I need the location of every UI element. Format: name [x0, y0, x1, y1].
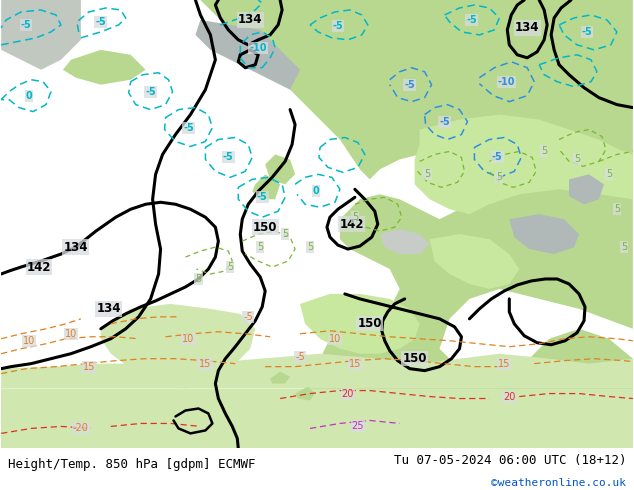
- Text: 15: 15: [199, 359, 212, 368]
- Polygon shape: [195, 20, 300, 90]
- Text: 5: 5: [257, 242, 263, 252]
- Text: 5: 5: [307, 242, 313, 252]
- Text: 134: 134: [96, 302, 121, 316]
- Text: 5: 5: [352, 212, 358, 222]
- Text: -5: -5: [492, 152, 503, 162]
- Text: -5: -5: [439, 117, 450, 126]
- Polygon shape: [252, 174, 280, 199]
- Text: 5: 5: [496, 172, 503, 182]
- Polygon shape: [270, 371, 290, 384]
- Text: 25: 25: [352, 421, 364, 431]
- Text: -5: -5: [404, 80, 415, 90]
- Text: -10: -10: [498, 77, 515, 87]
- Text: 0: 0: [313, 186, 320, 196]
- Text: 5: 5: [227, 262, 233, 272]
- Text: 134: 134: [238, 13, 262, 26]
- Polygon shape: [430, 234, 519, 289]
- Polygon shape: [509, 214, 579, 254]
- Text: -5: -5: [145, 87, 156, 97]
- Text: 150: 150: [358, 318, 382, 330]
- Text: 15: 15: [349, 359, 361, 368]
- Text: 142: 142: [340, 218, 364, 231]
- Text: ©weatheronline.co.uk: ©weatheronline.co.uk: [491, 477, 626, 488]
- Polygon shape: [101, 304, 256, 389]
- Text: 5: 5: [541, 147, 547, 156]
- Text: 10: 10: [23, 336, 35, 346]
- Polygon shape: [63, 50, 146, 85]
- Text: 5: 5: [195, 274, 202, 284]
- Text: Tu 07-05-2024 06:00 UTC (18+12): Tu 07-05-2024 06:00 UTC (18+12): [394, 454, 626, 466]
- Text: 15: 15: [82, 362, 95, 371]
- Polygon shape: [200, 0, 633, 439]
- Text: 150: 150: [253, 220, 278, 234]
- Polygon shape: [1, 389, 633, 448]
- Text: -5: -5: [333, 21, 343, 31]
- Text: 5: 5: [621, 242, 627, 252]
- Text: 134: 134: [63, 241, 88, 254]
- Polygon shape: [380, 229, 430, 254]
- Text: -5: -5: [96, 17, 106, 27]
- Text: -20: -20: [73, 423, 89, 434]
- Text: 0: 0: [26, 91, 32, 100]
- Text: 10: 10: [65, 329, 77, 339]
- Polygon shape: [295, 387, 315, 400]
- Text: 5: 5: [282, 229, 288, 239]
- Text: Height/Temp. 850 hPa [gdpm] ECMWF: Height/Temp. 850 hPa [gdpm] ECMWF: [8, 458, 255, 471]
- Text: 10: 10: [329, 334, 341, 344]
- Text: -5: -5: [466, 15, 477, 25]
- Text: -10: -10: [249, 43, 267, 53]
- Text: -5: -5: [223, 152, 234, 162]
- Text: 5: 5: [606, 170, 612, 179]
- Text: 10: 10: [183, 334, 195, 344]
- Polygon shape: [265, 154, 295, 184]
- Text: -5: -5: [257, 192, 268, 202]
- Text: 134: 134: [515, 22, 540, 34]
- Text: 5: 5: [614, 204, 620, 214]
- Text: -5: -5: [21, 20, 32, 30]
- Polygon shape: [415, 115, 633, 214]
- Text: -5: -5: [295, 352, 305, 362]
- Text: -5: -5: [183, 122, 194, 132]
- Polygon shape: [569, 174, 604, 204]
- Polygon shape: [300, 294, 420, 354]
- Text: 150: 150: [403, 352, 427, 365]
- Text: 20: 20: [342, 389, 354, 398]
- Text: 5: 5: [574, 154, 580, 165]
- Polygon shape: [1, 0, 81, 70]
- Text: -5: -5: [243, 312, 253, 322]
- Text: 15: 15: [498, 359, 510, 368]
- Text: 20: 20: [503, 392, 515, 401]
- Text: 142: 142: [27, 261, 51, 273]
- Text: -5: -5: [581, 27, 592, 37]
- Text: 5: 5: [425, 170, 430, 179]
- Polygon shape: [1, 354, 633, 389]
